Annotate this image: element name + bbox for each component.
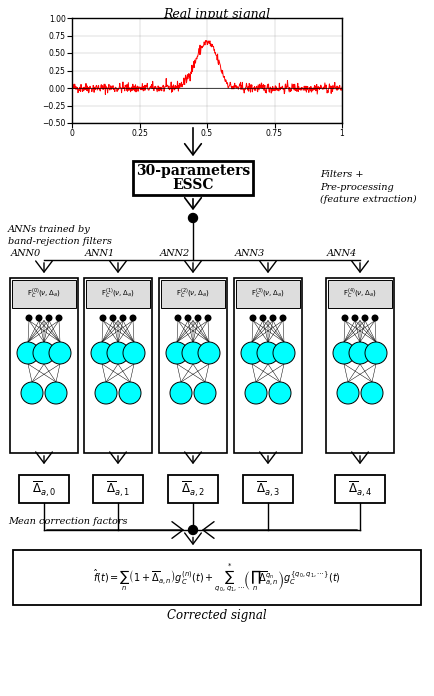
- FancyBboxPatch shape: [161, 280, 225, 308]
- Circle shape: [120, 315, 126, 321]
- Circle shape: [26, 315, 32, 321]
- Circle shape: [188, 214, 197, 223]
- FancyBboxPatch shape: [10, 278, 78, 453]
- Circle shape: [280, 315, 286, 321]
- Text: $\mathrm{F}_C^{(2)}(\nu,\Delta_a)$: $\mathrm{F}_C^{(2)}(\nu,\Delta_a)$: [176, 287, 210, 301]
- Text: Real input signal: Real input signal: [164, 8, 270, 21]
- Text: ANN2: ANN2: [160, 249, 190, 258]
- FancyBboxPatch shape: [12, 280, 76, 308]
- Circle shape: [198, 342, 220, 364]
- Text: $\overline{\Delta}_{a,3}$: $\overline{\Delta}_{a,3}$: [256, 480, 280, 498]
- Circle shape: [260, 315, 266, 321]
- Text: $\mathrm{F}_C^{(3)}(\nu,\Delta_a)$: $\mathrm{F}_C^{(3)}(\nu,\Delta_a)$: [251, 287, 285, 301]
- Circle shape: [365, 342, 387, 364]
- FancyBboxPatch shape: [168, 475, 218, 503]
- Circle shape: [269, 382, 291, 404]
- FancyBboxPatch shape: [328, 280, 392, 308]
- Circle shape: [352, 315, 358, 321]
- Circle shape: [333, 342, 355, 364]
- Text: $\mathrm{F}_C^{(4)}(\nu,\Delta_a)$: $\mathrm{F}_C^{(4)}(\nu,\Delta_a)$: [343, 287, 377, 301]
- FancyBboxPatch shape: [19, 475, 69, 503]
- Circle shape: [130, 315, 136, 321]
- Circle shape: [21, 382, 43, 404]
- Circle shape: [188, 525, 197, 535]
- FancyBboxPatch shape: [236, 280, 300, 308]
- Text: $\overline{\Delta}_{a,4}$: $\overline{\Delta}_{a,4}$: [348, 480, 372, 498]
- Text: 30-parameters: 30-parameters: [136, 164, 250, 178]
- Text: $\overline{\Delta}_{a,2}$: $\overline{\Delta}_{a,2}$: [181, 480, 205, 498]
- Text: $\mathrm{F}_C^{(0)}(\nu,\Delta_a)$: $\mathrm{F}_C^{(0)}(\nu,\Delta_a)$: [27, 287, 61, 301]
- Circle shape: [372, 315, 378, 321]
- Circle shape: [49, 342, 71, 364]
- Text: ANNs trained by
band-rejection filters: ANNs trained by band-rejection filters: [8, 225, 112, 246]
- Circle shape: [195, 315, 201, 321]
- Circle shape: [273, 342, 295, 364]
- FancyBboxPatch shape: [84, 278, 152, 453]
- Text: ANN1: ANN1: [85, 249, 115, 258]
- Text: $\hat{f}(t)=\sum_{n}\left(1+\overline{\Delta}_{a,n}\right)g_C^{(n)}(t)+\sum_{q_0: $\hat{f}(t)=\sum_{n}\left(1+\overline{\D…: [93, 561, 341, 594]
- Circle shape: [110, 315, 116, 321]
- FancyBboxPatch shape: [133, 161, 253, 195]
- Circle shape: [166, 342, 188, 364]
- Circle shape: [245, 382, 267, 404]
- Circle shape: [205, 315, 211, 321]
- Circle shape: [17, 342, 39, 364]
- Circle shape: [194, 382, 216, 404]
- Circle shape: [241, 342, 263, 364]
- Circle shape: [250, 315, 256, 321]
- FancyBboxPatch shape: [93, 475, 143, 503]
- Text: Filters +
Pre-processing
(feature extraction): Filters + Pre-processing (feature extrac…: [320, 170, 417, 204]
- Circle shape: [170, 382, 192, 404]
- Circle shape: [123, 342, 145, 364]
- Circle shape: [100, 315, 106, 321]
- Text: ANN3: ANN3: [235, 249, 265, 258]
- Text: ANN0: ANN0: [11, 249, 41, 258]
- FancyBboxPatch shape: [326, 278, 394, 453]
- Circle shape: [33, 342, 55, 364]
- Circle shape: [185, 315, 191, 321]
- FancyBboxPatch shape: [335, 475, 385, 503]
- Text: $\overline{\Delta}_{a,1}$: $\overline{\Delta}_{a,1}$: [106, 480, 130, 498]
- Circle shape: [36, 315, 42, 321]
- Circle shape: [119, 382, 141, 404]
- Text: $\overline{\Delta}_{a,0}$: $\overline{\Delta}_{a,0}$: [32, 480, 56, 498]
- Circle shape: [270, 315, 276, 321]
- Circle shape: [91, 342, 113, 364]
- FancyBboxPatch shape: [243, 475, 293, 503]
- Text: $\mathrm{F}_C^{(1)}(\nu,\Delta_a)$: $\mathrm{F}_C^{(1)}(\nu,\Delta_a)$: [101, 287, 135, 301]
- Circle shape: [362, 315, 368, 321]
- FancyBboxPatch shape: [13, 550, 421, 605]
- Circle shape: [257, 342, 279, 364]
- FancyBboxPatch shape: [234, 278, 302, 453]
- Circle shape: [349, 342, 371, 364]
- Circle shape: [175, 315, 181, 321]
- Text: ANN4: ANN4: [327, 249, 357, 258]
- FancyBboxPatch shape: [159, 278, 227, 453]
- Text: Corrected signal: Corrected signal: [167, 609, 267, 622]
- Text: ESSC: ESSC: [172, 178, 214, 192]
- Text: Mean correction factors: Mean correction factors: [8, 517, 128, 526]
- Circle shape: [107, 342, 129, 364]
- Circle shape: [342, 315, 348, 321]
- FancyBboxPatch shape: [86, 280, 150, 308]
- Circle shape: [45, 382, 67, 404]
- Circle shape: [337, 382, 359, 404]
- Circle shape: [95, 382, 117, 404]
- Circle shape: [182, 342, 204, 364]
- Circle shape: [46, 315, 52, 321]
- Circle shape: [361, 382, 383, 404]
- Circle shape: [56, 315, 62, 321]
